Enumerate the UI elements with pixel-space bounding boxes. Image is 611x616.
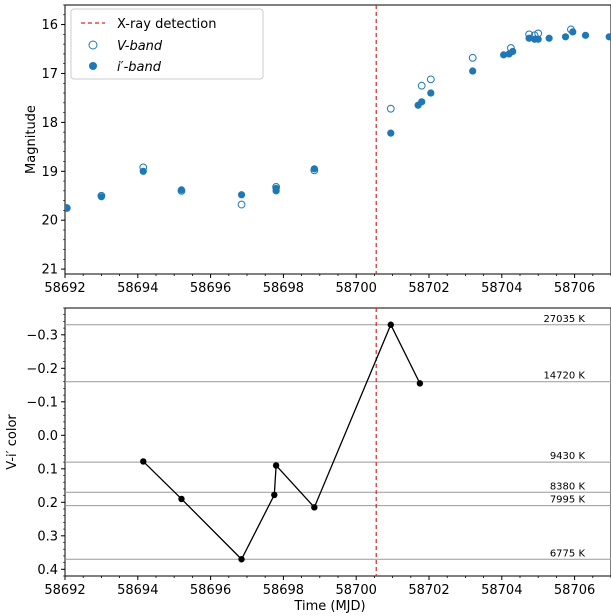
- color-y-tick-label: 0.1: [37, 462, 58, 477]
- color-point: [311, 504, 318, 511]
- iband-point: [605, 33, 611, 41]
- vband-point: [525, 30, 533, 39]
- color-x-tick-label: 58700: [336, 583, 377, 598]
- iband-point: [418, 98, 426, 106]
- vband-point: [310, 166, 319, 175]
- magnitude-x-tick-label: 58696: [190, 281, 231, 296]
- vband-point: [97, 191, 106, 200]
- iband-point: [65, 204, 71, 212]
- color-point: [178, 495, 185, 503]
- temperature-label: 6775 K: [550, 548, 586, 559]
- magnitude-y-tick-label: 20: [41, 214, 58, 229]
- temperature-label: 8380 K: [550, 481, 586, 492]
- iband-point: [545, 34, 553, 42]
- time-x-axis-label: Time (MJD): [293, 599, 365, 614]
- iband-point: [561, 33, 570, 41]
- color-y-tick-label: −0.3: [26, 328, 58, 343]
- magnitude-points: [65, 25, 611, 212]
- color-y-tick-label: 0.0: [37, 429, 58, 444]
- magnitude-x-tick-label: 58702: [408, 281, 449, 296]
- magnitude-y-tick-label: 17: [41, 67, 58, 82]
- iband-point: [581, 31, 590, 39]
- color-point: [238, 556, 245, 563]
- color-marks: [140, 308, 424, 576]
- vband-point: [237, 200, 246, 209]
- legend-vband-label: V-band: [117, 39, 163, 54]
- color-point: [140, 458, 147, 465]
- vband-point: [139, 163, 148, 172]
- color-point: [416, 380, 424, 387]
- vband-point: [468, 53, 477, 62]
- vband-point: [507, 44, 515, 52]
- color-x-tick-label: 58702: [408, 583, 449, 598]
- iband-point: [500, 51, 508, 59]
- vband-point: [426, 75, 435, 84]
- magnitude-y-tick-label: 21: [41, 263, 58, 278]
- color-x-tick-label: 58692: [44, 583, 85, 598]
- vband-point: [567, 25, 575, 34]
- magnitude-y-axis-label: Magnitude: [24, 105, 39, 174]
- color-x-tick-label: 58696: [190, 583, 231, 598]
- color-x-tick-label: 58706: [554, 583, 595, 598]
- magnitude-x-tick-label: 58700: [336, 281, 377, 296]
- legend-vband-swatch: [88, 40, 98, 50]
- magnitude-y-tick-label: 18: [41, 116, 58, 131]
- color-x-tick-label: 58704: [481, 583, 522, 598]
- temperature-label: 9430 K: [550, 451, 586, 462]
- color-point: [272, 462, 280, 469]
- legend-iband-label: i′-band: [117, 60, 162, 75]
- color-y-tick-label: 0.4: [37, 563, 58, 578]
- color-panel: 27035 K 14720 K 9430 K 8380 K 7995 K 6775 K 5…: [5, 307, 611, 614]
- iband-point: [272, 187, 280, 195]
- iband-point: [139, 167, 147, 175]
- color-y-tick-label: −0.2: [26, 362, 58, 377]
- vband-point: [530, 31, 539, 40]
- color-y-tick-label: 0.3: [37, 529, 58, 544]
- magnitude-ticks: 58692 58694 58696 58698 58700 58702 58704 58706…: [41, 4, 611, 296]
- magnitude-marks: [65, 5, 611, 274]
- temperature-lines: 27035 K 14720 K 9430 K 8380 K 7995 K 6775 K: [65, 314, 611, 560]
- iband-point: [469, 67, 477, 75]
- magnitude-panel: 58692 58694 58696 58698 58700 58702 58704 58706…: [24, 4, 611, 296]
- iband-point: [427, 89, 435, 97]
- vband-point: [386, 104, 395, 113]
- vband-point: [272, 183, 281, 191]
- vband-point: [417, 81, 426, 90]
- magnitude-x-tick-label: 58706: [554, 281, 595, 296]
- color-x-tick-label: 58698: [263, 583, 304, 598]
- legend-box: [70, 8, 264, 80]
- magnitude-x-tick-label: 58698: [263, 281, 304, 296]
- iband-point: [237, 191, 246, 199]
- vband-point: [177, 186, 186, 195]
- color-y-tick-label: 0.2: [37, 496, 58, 511]
- color-series-line: [142, 323, 421, 561]
- magnitude-x-tick-label: 58692: [44, 281, 85, 296]
- color-y-axis-label: V-i′ color: [5, 414, 20, 470]
- iband-point: [534, 35, 542, 43]
- color-plot-frame: [64, 307, 611, 577]
- color-ticks: 58692 58694 58696 58698 58700 58702 58704 58706…: [26, 307, 611, 598]
- legend-iband-swatch: [89, 62, 97, 70]
- color-point: [387, 321, 394, 328]
- vband-point: [65, 204, 71, 212]
- magnitude-y-tick-label: 16: [41, 18, 58, 33]
- magnitude-x-tick-label: 58704: [481, 281, 522, 296]
- color-y-tick-label: −0.1: [26, 395, 58, 410]
- magnitude-y-tick-label: 19: [41, 165, 58, 180]
- legend: X-ray detection V-band i′-band: [70, 8, 264, 80]
- vband-point: [534, 29, 543, 38]
- temperature-label: 27035 K: [543, 314, 585, 325]
- legend-xray-label: X-ray detection: [117, 17, 216, 32]
- temperature-label: 14720 K: [543, 371, 585, 382]
- magnitude-x-tick-label: 58694: [117, 281, 158, 296]
- color-x-tick-label: 58694: [117, 583, 158, 598]
- temperature-label: 7995 K: [550, 495, 586, 506]
- iband-point: [387, 129, 395, 137]
- color-point: [271, 491, 278, 499]
